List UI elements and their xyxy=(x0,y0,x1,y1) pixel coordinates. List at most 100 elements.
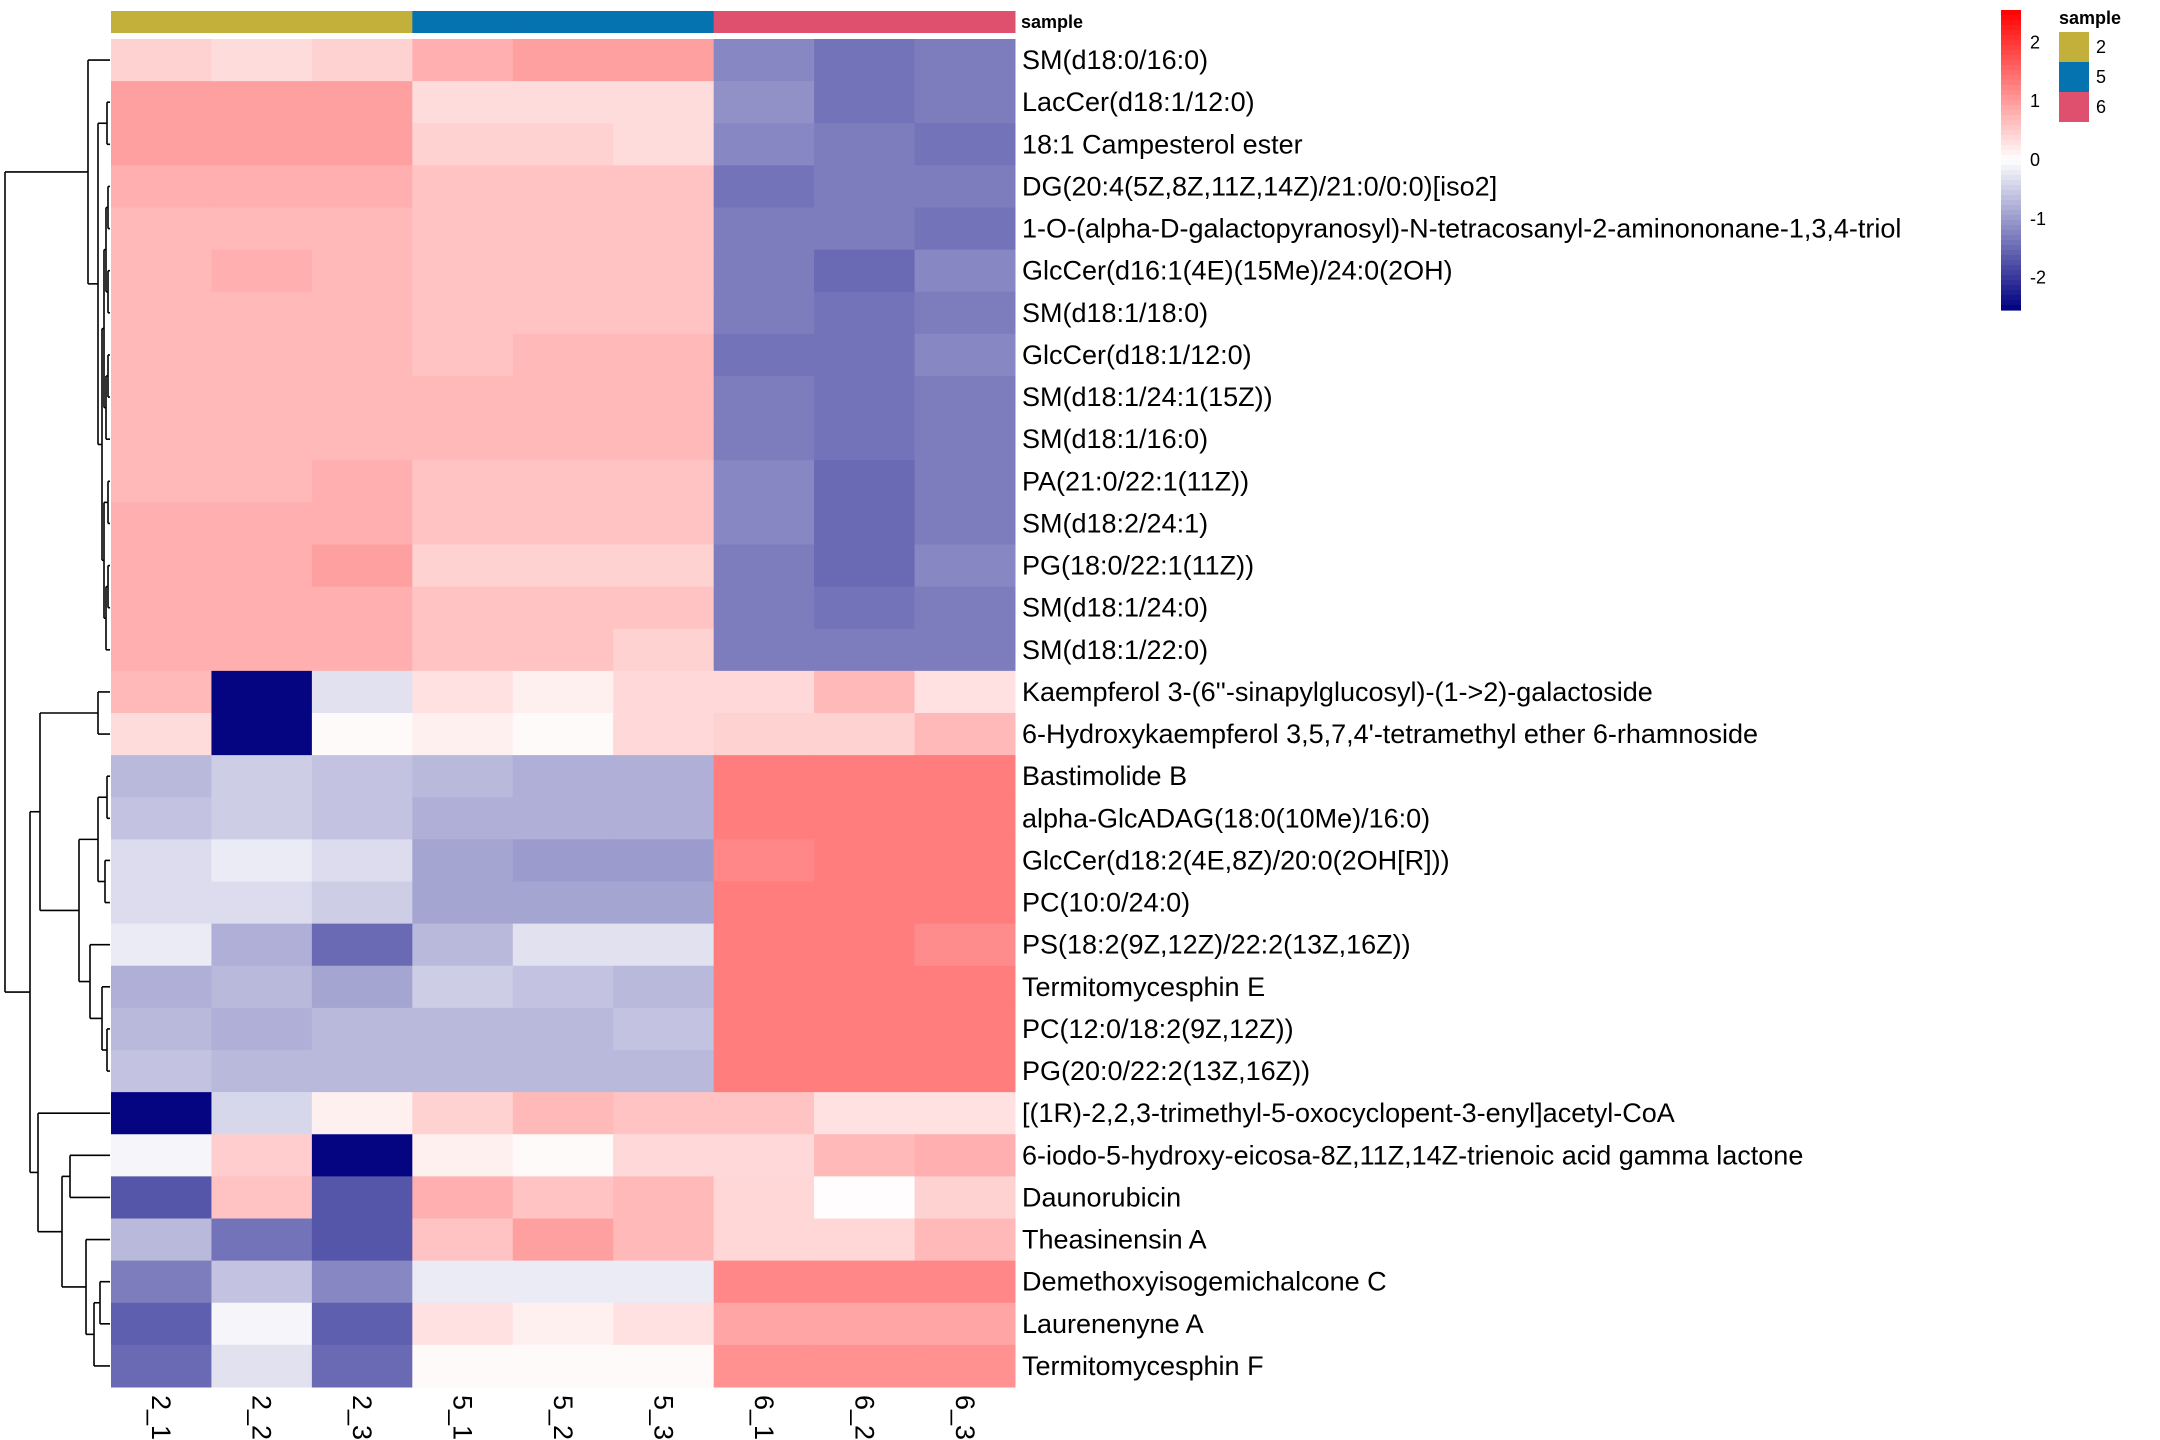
heatmap-cell xyxy=(914,1007,1016,1051)
heatmap-cell xyxy=(211,1176,313,1219)
row-label: DG(20:4(5Z,8Z,11Z,14Z)/21:0/0:0)[iso2] xyxy=(1022,171,1497,201)
heatmap-cell xyxy=(311,207,413,251)
heatmap-cell xyxy=(311,1092,413,1135)
heatmap-cell xyxy=(512,502,614,545)
heatmap-cell xyxy=(111,418,212,461)
heatmap-cell xyxy=(412,713,514,756)
heatmap-cell xyxy=(412,1050,514,1093)
colorbar-segment xyxy=(2001,35,2021,41)
heatmap-cell xyxy=(512,670,614,714)
heatmap-cell xyxy=(713,839,815,882)
heatmap-cell xyxy=(512,376,614,419)
heatmap-cell xyxy=(713,1260,815,1304)
heatmap-cell xyxy=(412,1007,514,1051)
heatmap-cell xyxy=(211,502,313,545)
heatmap-cell xyxy=(211,1007,313,1051)
heatmap-cell xyxy=(211,207,313,251)
heatmap-cell xyxy=(211,418,313,461)
heatmap-cell xyxy=(211,797,313,840)
colorbar-segment xyxy=(2001,250,2021,256)
heatmap-cell xyxy=(814,713,916,756)
heatmap-cell xyxy=(512,333,614,377)
heatmap-cell xyxy=(311,965,413,1009)
column-label: 6_1 xyxy=(749,1395,779,1440)
heatmap-cell xyxy=(211,1092,313,1135)
colorbar-segment xyxy=(2001,270,2021,276)
heatmap-cell xyxy=(111,1302,212,1346)
colorbar-segment xyxy=(2001,60,2021,66)
heatmap-cell xyxy=(111,586,212,630)
heatmap-cell xyxy=(613,923,715,967)
colorbar-segment xyxy=(2001,145,2021,151)
colorbar-segment xyxy=(2001,105,2021,111)
column-label: 2_2 xyxy=(247,1395,277,1440)
heatmap-cell xyxy=(211,376,313,419)
heatmap-cell xyxy=(613,586,715,630)
heatmap-cell xyxy=(814,1050,916,1093)
heatmap-cell xyxy=(613,797,715,840)
colorbar-segment xyxy=(2001,90,2021,96)
heatmap-cell xyxy=(311,755,413,798)
colorbar-segment xyxy=(2001,290,2021,296)
row-label: PS(18:2(9Z,12Z)/22:2(13Z,16Z)) xyxy=(1022,930,1411,960)
heatmap-cell xyxy=(814,123,916,166)
colorbar-segment xyxy=(2001,100,2021,106)
heatmap-cell xyxy=(512,839,614,882)
colorbar-segment xyxy=(2001,195,2021,201)
row-label: Bastimolide B xyxy=(1022,761,1187,791)
heatmap-cell xyxy=(613,628,715,672)
heatmap-cell xyxy=(814,376,916,419)
row-label: SM(d18:1/18:0) xyxy=(1022,298,1208,328)
heatmap-cell xyxy=(613,1260,715,1304)
heatmap-cell xyxy=(512,123,614,166)
heatmap-cell xyxy=(713,460,815,503)
annotation-bar-label: sample xyxy=(1021,12,1083,32)
heatmap-cell xyxy=(914,1134,1016,1177)
heatmap-cell xyxy=(814,1344,916,1388)
heatmap-cell xyxy=(111,123,212,166)
colorbar-segment xyxy=(2001,15,2021,21)
colorbar-segment xyxy=(2001,80,2021,86)
heatmap-cell xyxy=(111,670,212,714)
heatmap-cell xyxy=(713,881,815,925)
heatmap-cell xyxy=(914,586,1016,630)
heatmap-cell xyxy=(111,797,212,840)
heatmap-cell xyxy=(211,544,313,588)
annotation-cell-6_3 xyxy=(914,11,1016,33)
heatmap-cell xyxy=(111,502,212,545)
colorbar-segment xyxy=(2001,95,2021,101)
heatmap-cell xyxy=(512,965,614,1009)
column-label: 2_1 xyxy=(146,1395,176,1440)
heatmap-cell xyxy=(311,123,413,166)
heatmap-cell xyxy=(412,376,514,419)
heatmap-cell xyxy=(311,291,413,335)
heatmap-cell xyxy=(613,207,715,251)
heatmap-cell xyxy=(713,123,815,166)
heatmap-cell xyxy=(713,628,815,672)
heatmap-cell xyxy=(713,333,815,377)
heatmap-cell xyxy=(713,797,815,840)
sample-legend-title: sample xyxy=(2059,8,2121,28)
heatmap-cell xyxy=(713,207,815,251)
heatmap-cell xyxy=(713,39,815,82)
heatmap-cell xyxy=(412,460,514,503)
heatmap-cell xyxy=(613,1007,715,1051)
colorbar-segment xyxy=(2001,140,2021,146)
heatmap-cell xyxy=(613,81,715,124)
heatmap-cell xyxy=(713,418,815,461)
heatmap-cell xyxy=(713,1134,815,1177)
row-labels: SM(d18:0/16:0) LacCer(d18:1/12:0) 18:1 Cam… xyxy=(1022,45,1901,1381)
heatmap-cell xyxy=(713,1218,815,1262)
heatmap-cell xyxy=(914,881,1016,925)
heatmap-cell xyxy=(914,1176,1016,1219)
heatmap-cell xyxy=(914,502,1016,545)
heatmap-cell xyxy=(311,713,413,756)
heatmap-cell xyxy=(211,249,313,293)
heatmap-cell xyxy=(512,291,614,335)
colorbar-segment xyxy=(2001,175,2021,181)
heatmap-cell xyxy=(111,1344,212,1388)
heatmap-cell xyxy=(814,1134,916,1177)
heatmap-cell xyxy=(412,39,514,82)
heatmap-cell xyxy=(814,1007,916,1051)
